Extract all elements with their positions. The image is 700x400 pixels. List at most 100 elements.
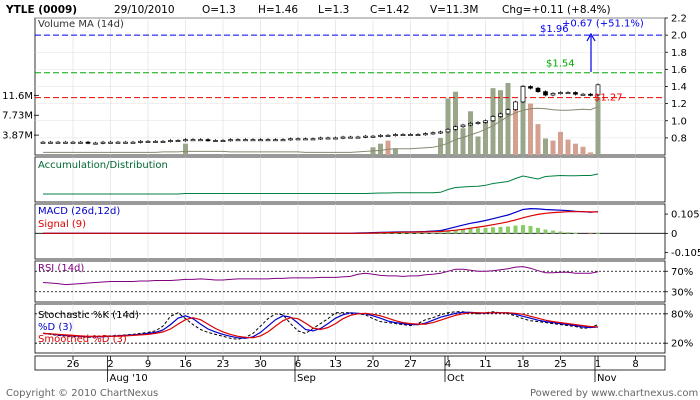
volume-bar — [475, 136, 481, 155]
candle-body — [93, 142, 98, 145]
stochastic-k-line — [42, 311, 599, 340]
powered-by-text: Powered by www.chartnexus.com — [530, 388, 698, 399]
candle-body — [385, 134, 391, 137]
x-tick-label: 16 — [179, 359, 192, 370]
volume-bar — [453, 91, 458, 155]
candle-body — [565, 92, 571, 95]
candle-body — [55, 141, 61, 144]
macd-histogram-bar — [588, 233, 593, 235]
candle-body — [213, 140, 218, 142]
macd-histogram-bar — [558, 231, 563, 234]
candle-body — [228, 139, 233, 142]
volume-bar — [550, 140, 556, 155]
rsi-y-tick-label: 70% — [671, 267, 693, 278]
x-tick-label: 26 — [67, 359, 80, 370]
gain-arrow — [586, 32, 596, 72]
candle-body — [340, 136, 346, 139]
price-y-tick-label: 1.2 — [671, 99, 687, 110]
candle-body — [175, 140, 181, 142]
x-tick-label: 30 — [254, 359, 267, 370]
y-axis-labels: 2.2 2.0 1.8 1.6 1.4 1.2 1.0 0.8 11.6M 7.73M 3.87M 0… — [2, 14, 700, 350]
volume-bar — [378, 143, 383, 155]
candle-body — [543, 91, 548, 96]
candle-body — [48, 141, 53, 144]
low-label: L=1.3 — [318, 4, 349, 16]
stochastic-d-legend: %D (3) — [38, 322, 73, 333]
volume-bar — [588, 152, 593, 155]
volume-y-tick-label: 11.6M — [2, 91, 33, 102]
volume-bar — [520, 85, 526, 155]
candle-body — [513, 101, 518, 110]
volume-bar — [445, 98, 451, 155]
candle-body — [100, 141, 106, 144]
price-annotation: $1.96 — [540, 24, 569, 35]
macd-histogram-bar — [453, 230, 458, 234]
candle-body — [243, 139, 248, 142]
candle-body — [235, 139, 241, 142]
candle-body — [453, 126, 458, 130]
high-label: H=1.46 — [258, 4, 298, 16]
candle-body — [595, 84, 601, 96]
accumulation-legend: Accumulation/Distribution — [38, 160, 168, 171]
price-annotation: $1.54 — [546, 58, 575, 69]
macd-histogram-bar — [468, 228, 473, 234]
x-tick-label: 11 — [479, 359, 492, 370]
macd-histogram-bar — [573, 232, 578, 234]
stochastic-smoothed-legend: Smoothed %D (3) — [38, 334, 127, 345]
volume-ma-line — [43, 106, 599, 153]
macd-histogram-bar — [551, 230, 555, 234]
signal-line — [43, 211, 598, 234]
volume-bar — [528, 103, 533, 155]
candle-body — [108, 141, 113, 144]
candle-body — [318, 137, 323, 140]
stochastic-panel: Stochastic %K (14d) %D (3) Smoothed %D (… — [38, 310, 599, 345]
candle-body — [220, 140, 226, 142]
macd-histogram-bar — [416, 232, 420, 234]
candle-body — [445, 128, 451, 133]
x-tick-label: 2 — [107, 359, 113, 370]
candle-body — [190, 139, 196, 142]
candle-body — [423, 133, 428, 136]
price-annotations: $1.96+0.67 (+51.1%) $1.54 $1.27 — [540, 19, 644, 104]
candle-body — [408, 134, 413, 136]
candle-body — [483, 120, 488, 123]
candle-body — [363, 135, 368, 138]
macd-y-tick-label: 0.105 — [671, 210, 700, 221]
candle-body — [325, 137, 331, 140]
macd-histogram-bar — [596, 233, 600, 234]
price-y-tick-label: 2.0 — [671, 31, 687, 42]
date-label: 29/10/2010 — [114, 4, 175, 16]
macd-histogram-bar — [401, 232, 405, 234]
candle-body — [400, 134, 406, 136]
macd-panel: MACD (26d,12d) Signal (9) — [38, 206, 600, 235]
candle-body — [160, 140, 166, 143]
x-tick-label: 4 — [445, 359, 451, 370]
macd-histogram-bar — [393, 232, 398, 234]
volume-bar — [543, 138, 548, 155]
stochastic-y-tick-label: 80% — [671, 309, 693, 320]
candle-body — [535, 87, 541, 92]
macd-histogram-bar — [566, 232, 570, 234]
copyright-text: Copyright © 2010 ChartNexus — [6, 388, 158, 399]
rsi-line — [42, 266, 599, 286]
stochastic-k-legend: Stochastic %K (14d) — [38, 310, 139, 321]
x-tick-label: 9 — [145, 359, 151, 370]
x-tick-label: 1 — [595, 359, 601, 370]
macd-histogram-bar — [431, 232, 435, 234]
volume-bar — [535, 124, 541, 155]
volume-bar — [498, 90, 503, 155]
volume-bar — [438, 138, 443, 155]
candle-body — [573, 92, 578, 95]
macd-y-tick-label: 0 — [671, 229, 677, 240]
candle-body — [130, 141, 136, 144]
macd-histogram-bar — [521, 225, 525, 234]
close-label: C=1.42 — [370, 4, 410, 16]
candle-body — [520, 86, 526, 103]
candle-body — [498, 113, 503, 117]
candle-body — [123, 141, 128, 144]
macd-histogram-bar — [491, 227, 495, 234]
x-tick-label: 8 — [632, 359, 638, 370]
macd-legend: MACD (26d,12d) — [38, 206, 120, 217]
